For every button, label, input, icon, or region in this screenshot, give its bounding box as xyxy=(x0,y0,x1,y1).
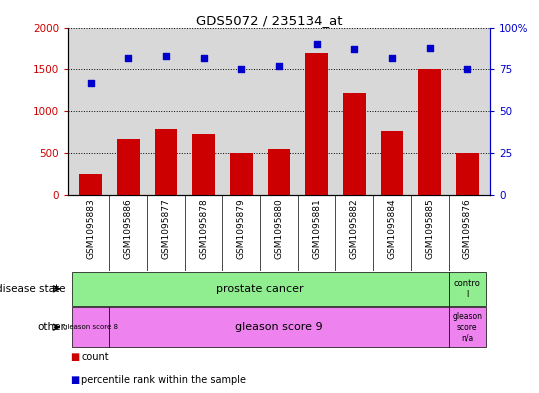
Text: contro
l: contro l xyxy=(454,279,481,299)
Bar xyxy=(230,153,253,195)
Point xyxy=(388,54,396,61)
Text: GSM1095885: GSM1095885 xyxy=(425,198,434,259)
Text: GDS5072 / 235134_at: GDS5072 / 235134_at xyxy=(196,14,343,27)
Point xyxy=(312,41,321,47)
Text: disease state: disease state xyxy=(0,284,65,294)
Text: gleason score 9: gleason score 9 xyxy=(235,322,323,332)
Bar xyxy=(381,131,403,195)
Bar xyxy=(268,149,290,195)
Bar xyxy=(448,272,486,306)
Text: GSM1095881: GSM1095881 xyxy=(312,198,321,259)
Text: ■: ■ xyxy=(71,352,80,362)
Point xyxy=(124,54,133,61)
Text: gleason score 8: gleason score 8 xyxy=(63,324,118,330)
Bar xyxy=(109,307,448,347)
Text: GSM1095883: GSM1095883 xyxy=(86,198,95,259)
Bar xyxy=(343,93,365,195)
Bar xyxy=(192,134,215,195)
Point xyxy=(275,63,284,69)
Point xyxy=(199,54,208,61)
Point xyxy=(350,46,358,52)
Bar xyxy=(117,139,140,195)
Text: percentile rank within the sample: percentile rank within the sample xyxy=(81,375,246,385)
Point xyxy=(463,66,472,72)
Bar xyxy=(72,307,109,347)
Text: ■: ■ xyxy=(71,375,80,385)
Point xyxy=(237,66,246,72)
Bar xyxy=(72,272,448,306)
Text: count: count xyxy=(81,352,109,362)
Text: GSM1095884: GSM1095884 xyxy=(388,198,397,259)
Point xyxy=(162,53,170,59)
Point xyxy=(425,44,434,51)
Text: GSM1095876: GSM1095876 xyxy=(463,198,472,259)
Text: GSM1095879: GSM1095879 xyxy=(237,198,246,259)
Text: GSM1095880: GSM1095880 xyxy=(274,198,284,259)
Text: prostate cancer: prostate cancer xyxy=(216,284,304,294)
Text: GSM1095878: GSM1095878 xyxy=(199,198,208,259)
Bar xyxy=(418,69,441,195)
Text: other: other xyxy=(37,322,65,332)
Point xyxy=(86,79,95,86)
Bar xyxy=(155,129,177,195)
Text: GSM1095882: GSM1095882 xyxy=(350,198,359,259)
Bar xyxy=(456,153,479,195)
Text: gleason
score
n/a: gleason score n/a xyxy=(452,312,482,342)
Text: GSM1095877: GSM1095877 xyxy=(161,198,170,259)
Bar xyxy=(448,307,486,347)
Text: GSM1095886: GSM1095886 xyxy=(124,198,133,259)
Bar xyxy=(79,174,102,195)
Bar xyxy=(305,53,328,195)
